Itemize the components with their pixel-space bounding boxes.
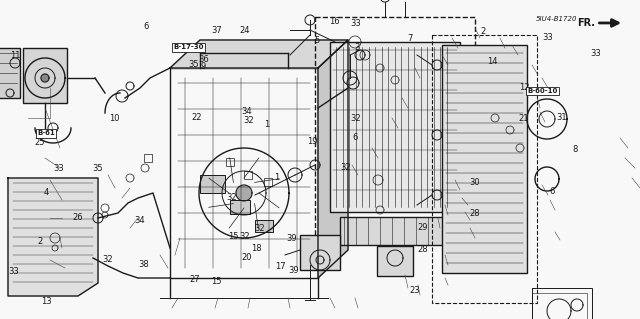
Polygon shape <box>236 185 252 201</box>
Text: 32: 32 <box>350 114 360 123</box>
Text: 33: 33 <box>542 33 552 42</box>
Text: 2: 2 <box>481 27 486 36</box>
Bar <box>23 48 67 103</box>
Text: 9: 9 <box>201 62 206 71</box>
Bar <box>340 217 450 245</box>
Bar <box>144 154 152 162</box>
Text: 38: 38 <box>139 260 149 269</box>
Text: 10: 10 <box>109 114 119 123</box>
Text: 32: 32 <box>340 163 351 172</box>
Text: 5IU4-B1720: 5IU4-B1720 <box>536 16 577 21</box>
Polygon shape <box>318 40 348 278</box>
Text: 34: 34 <box>134 216 145 225</box>
Text: 23: 23 <box>410 286 420 295</box>
Text: 14: 14 <box>488 57 498 66</box>
Text: 33: 33 <box>350 19 360 28</box>
Text: B-60-10: B-60-10 <box>527 88 558 94</box>
Bar <box>330 42 460 212</box>
Bar <box>377 246 413 276</box>
Text: 5: 5 <box>314 36 319 45</box>
Text: 35: 35 <box>92 164 102 173</box>
Text: 30: 30 <box>470 178 480 187</box>
Text: 37: 37 <box>211 26 221 35</box>
Bar <box>0 48 20 98</box>
Bar <box>244 171 252 179</box>
Text: 16: 16 <box>330 17 340 26</box>
Text: 29: 29 <box>417 223 428 232</box>
Bar <box>264 178 272 186</box>
Text: 6: 6 <box>549 187 554 196</box>
Text: 21: 21 <box>518 114 529 123</box>
Bar <box>170 68 318 278</box>
Text: 33: 33 <box>9 267 19 276</box>
Polygon shape <box>8 178 98 296</box>
Text: 18: 18 <box>251 244 261 253</box>
Text: 32: 32 <box>102 255 113 263</box>
Text: 32: 32 <box>227 193 237 202</box>
Text: 15: 15 <box>228 232 239 241</box>
Text: 8: 8 <box>572 145 577 154</box>
Text: 39: 39 <box>286 234 296 243</box>
Bar <box>442 45 527 273</box>
Text: 6: 6 <box>143 22 148 31</box>
Polygon shape <box>170 40 348 68</box>
Bar <box>200 175 225 193</box>
Text: 33: 33 <box>54 164 64 173</box>
Text: 6: 6 <box>353 133 358 142</box>
Text: 32: 32 <box>239 232 250 241</box>
Text: 26: 26 <box>73 213 83 222</box>
Text: 19: 19 <box>307 137 317 146</box>
Text: FR.: FR. <box>577 18 595 28</box>
Bar <box>532 293 587 319</box>
Text: 27: 27 <box>190 275 200 284</box>
Bar <box>300 235 340 270</box>
Text: 28: 28 <box>417 245 428 254</box>
Text: B-61: B-61 <box>37 130 55 136</box>
Text: 7: 7 <box>407 34 412 43</box>
Bar <box>315 17 475 242</box>
Text: 2: 2 <box>38 237 43 246</box>
Text: 20: 20 <box>241 253 252 262</box>
Text: 1: 1 <box>274 173 279 182</box>
Text: 22: 22 <box>192 113 202 122</box>
Text: 17: 17 <box>275 262 285 271</box>
Text: 13: 13 <box>41 297 51 306</box>
Text: B-17-30: B-17-30 <box>173 44 204 50</box>
Text: 39: 39 <box>288 266 298 275</box>
Text: 31: 31 <box>557 113 567 122</box>
Text: 3: 3 <box>355 43 360 52</box>
Text: 32: 32 <box>243 116 253 125</box>
Text: 15: 15 <box>211 277 221 286</box>
Text: 4: 4 <box>44 188 49 197</box>
Text: 12: 12 <box>520 83 530 92</box>
Polygon shape <box>41 74 49 82</box>
Text: 33: 33 <box>590 49 600 58</box>
Text: 24: 24 <box>239 26 250 35</box>
Text: 32: 32 <box>254 224 264 233</box>
Text: 35: 35 <box>188 60 198 69</box>
Text: 34: 34 <box>241 107 252 115</box>
Text: 1: 1 <box>264 120 269 129</box>
Bar <box>230 200 250 214</box>
Bar <box>532 288 592 319</box>
Text: 25: 25 <box>35 138 45 147</box>
Text: 11: 11 <box>10 51 20 60</box>
Bar <box>432 35 537 303</box>
Bar <box>226 158 234 166</box>
Text: 28: 28 <box>470 209 480 218</box>
Text: 36: 36 <box>198 56 209 64</box>
Bar <box>255 220 273 232</box>
